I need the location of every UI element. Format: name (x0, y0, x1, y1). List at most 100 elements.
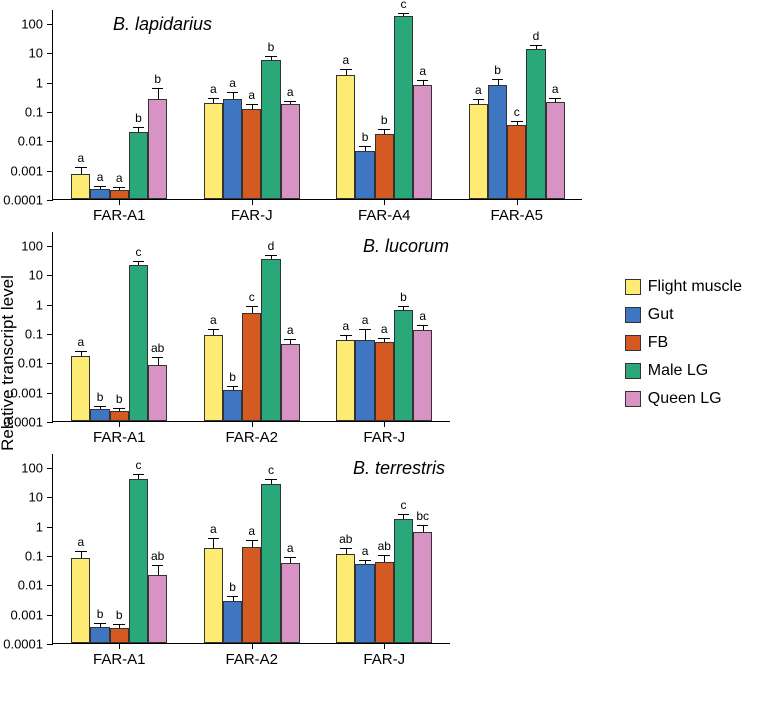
bar (413, 532, 432, 643)
bar (281, 563, 300, 643)
bar (375, 134, 394, 199)
error-cap (417, 325, 429, 326)
y-tick-label: 1 (36, 75, 43, 90)
y-tick-label: 0.1 (25, 548, 43, 563)
error-cap (75, 351, 87, 352)
error-cap (133, 127, 145, 128)
error-bar (346, 549, 347, 555)
y-tick-label: 10 (29, 490, 43, 505)
x-tick-label: FAR-A1 (93, 207, 146, 224)
legend-label: Queen LG (648, 390, 722, 408)
x-tick-label: FAR-A1 (93, 429, 146, 446)
panels-container: 0.00010.0010.010.1110100FAR-A1aaabbFAR-J… (52, 10, 582, 676)
error-bar (213, 539, 214, 548)
bar (110, 190, 129, 199)
legend-label: FB (648, 334, 668, 352)
significance-label: a (248, 524, 255, 538)
bar (90, 409, 109, 421)
error-cap (340, 69, 352, 70)
panel: 0.00010.0010.010.1110100FAR-A1aaabbFAR-J… (52, 10, 582, 200)
bar (394, 310, 413, 421)
error-cap (94, 623, 106, 624)
x-tick-label: FAR-A2 (225, 651, 278, 668)
y-tick (47, 527, 53, 528)
error-bar (81, 552, 82, 558)
error-cap (340, 548, 352, 549)
legend-swatch (625, 335, 641, 351)
significance-label: b (116, 608, 123, 622)
bar (507, 125, 526, 199)
y-tick (47, 141, 53, 142)
error-bar (403, 307, 404, 311)
y-tick (47, 556, 53, 557)
bar (110, 628, 129, 643)
error-cap (227, 386, 239, 387)
y-tick (47, 200, 53, 201)
y-tick (47, 393, 53, 394)
significance-label: b (268, 40, 275, 54)
significance-label: ab (378, 539, 391, 553)
bar (242, 313, 261, 422)
bar (355, 564, 374, 643)
y-tick-label: 0.001 (10, 163, 43, 178)
error-bar (158, 358, 159, 365)
y-tick-label: 100 (21, 460, 43, 475)
bar (336, 554, 355, 643)
bar (71, 558, 90, 643)
error-cap (227, 92, 239, 93)
error-cap (417, 80, 429, 81)
y-tick (47, 275, 53, 276)
bar (355, 340, 374, 421)
error-cap (378, 555, 390, 556)
bar (488, 85, 507, 199)
error-bar (403, 14, 404, 17)
bar (129, 132, 148, 199)
error-bar (365, 147, 366, 151)
error-cap (492, 79, 504, 80)
error-cap (265, 56, 277, 57)
error-cap (227, 596, 239, 597)
bar (336, 340, 355, 421)
error-bar (555, 99, 556, 102)
error-cap (398, 514, 410, 515)
error-cap (152, 565, 164, 566)
panel: 0.00010.0010.010.1110100FAR-A1abbcabFAR-… (52, 232, 582, 422)
error-cap (246, 540, 258, 541)
significance-label: b (135, 111, 142, 125)
bar (110, 411, 129, 421)
error-cap (359, 146, 371, 147)
error-cap (113, 624, 125, 625)
significance-label: a (362, 544, 369, 558)
error-bar (252, 307, 253, 313)
bar (375, 342, 394, 421)
bar (71, 356, 90, 421)
significance-label: b (400, 290, 407, 304)
y-tick-label: 0.01 (18, 134, 43, 149)
error-bar (100, 187, 101, 189)
legend-item: Male LG (625, 362, 742, 380)
y-tick-label: 0.0001 (3, 193, 43, 208)
error-bar (271, 57, 272, 59)
bar (281, 344, 300, 421)
y-tick (47, 363, 53, 364)
x-tick-label: FAR-J (231, 207, 273, 224)
error-cap (75, 167, 87, 168)
error-cap (378, 129, 390, 130)
significance-label: b (154, 72, 161, 86)
significance-label: a (210, 522, 217, 536)
significance-label: ab (151, 341, 164, 355)
error-bar (384, 339, 385, 342)
significance-label: a (342, 319, 349, 333)
error-bar (119, 188, 120, 190)
error-bar (252, 541, 253, 547)
significance-label: ab (151, 549, 164, 563)
error-bar (271, 480, 272, 483)
bar (546, 102, 565, 199)
significance-label: b (116, 392, 123, 406)
plot-area: 0.00010.0010.010.1110100FAR-A1abbcabFAR-… (52, 232, 450, 422)
y-tick-label: 0.0001 (3, 415, 43, 430)
error-bar (100, 624, 101, 627)
legend-item: Queen LG (625, 390, 742, 408)
y-tick-label: 0.001 (10, 385, 43, 400)
error-bar (384, 556, 385, 561)
